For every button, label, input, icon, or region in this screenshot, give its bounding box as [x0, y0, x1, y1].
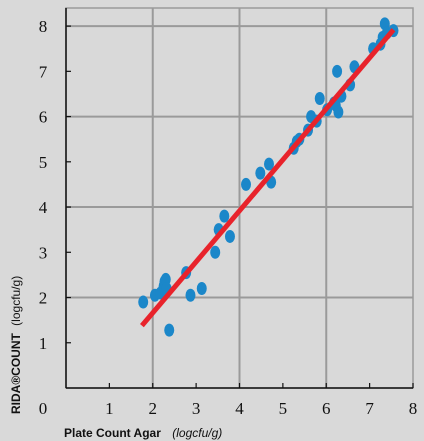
- x-tick-label-2: 2: [149, 399, 158, 418]
- data-point: [185, 288, 196, 302]
- fit-line-group: [140, 28, 396, 328]
- y-tick-label-5: 5: [39, 153, 48, 172]
- y-tick-label-8: 8: [39, 17, 48, 36]
- x-tick-label-3: 3: [192, 399, 201, 418]
- x-tick-label-8: 8: [409, 399, 418, 418]
- y-tick-label-2: 2: [39, 289, 48, 308]
- x-tick-label-6: 6: [322, 399, 331, 418]
- data-point: [210, 245, 221, 259]
- data-point: [138, 295, 149, 309]
- x-axis-unit: (logcfu/g): [172, 426, 222, 440]
- x-tick-label-4: 4: [235, 399, 244, 418]
- x-axis-label: Plate Count Agar: [64, 426, 161, 440]
- axes: [65, 7, 414, 389]
- x-axis-title: Plate Count Agar (logcfu/g): [64, 426, 222, 440]
- y-tick-label-4: 4: [39, 198, 48, 217]
- data-point: [164, 323, 175, 337]
- fit-line: [140, 28, 396, 328]
- data-point: [314, 91, 325, 105]
- y-tick-label-1: 1: [39, 334, 48, 353]
- data-point: [333, 105, 344, 119]
- y-tick-label-6: 6: [39, 108, 48, 127]
- y-tick-label-3: 3: [39, 243, 48, 262]
- data-point: [255, 166, 266, 180]
- data-point: [332, 64, 343, 78]
- x-tick-label-1: 1: [105, 399, 114, 418]
- y-axis-label: RIDA®COUNT: [9, 332, 23, 414]
- y-tick-label-7: 7: [39, 62, 48, 81]
- data-point: [241, 177, 252, 191]
- x-tick-label-0: 0: [39, 399, 48, 418]
- x-tick-label-5: 5: [279, 399, 288, 418]
- data-point: [196, 281, 207, 295]
- tick-labels: 0 1 2 3 4 5 6 7 8 1 2 3 4 5 6 7 8: [39, 17, 418, 418]
- y-axis-unit: (logcfu/g): [9, 276, 23, 326]
- x-tick-label-7: 7: [365, 399, 374, 418]
- y-axis-title: RIDA®COUNT (logcfu/g): [9, 276, 23, 414]
- data-point: [263, 157, 274, 171]
- data-point: [219, 209, 230, 223]
- data-point: [224, 229, 235, 243]
